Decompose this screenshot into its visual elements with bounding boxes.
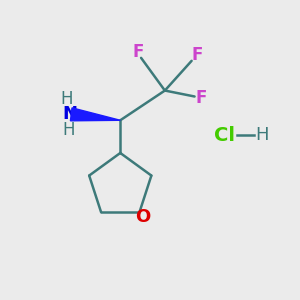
Polygon shape xyxy=(70,108,120,121)
Text: Cl: Cl xyxy=(214,126,235,145)
Text: H: H xyxy=(61,90,73,108)
Text: F: F xyxy=(191,46,203,64)
Text: F: F xyxy=(195,89,207,107)
Text: O: O xyxy=(135,208,150,226)
Text: H: H xyxy=(62,121,74,139)
Text: N: N xyxy=(62,105,77,123)
Text: H: H xyxy=(256,126,269,144)
Text: F: F xyxy=(132,43,144,61)
